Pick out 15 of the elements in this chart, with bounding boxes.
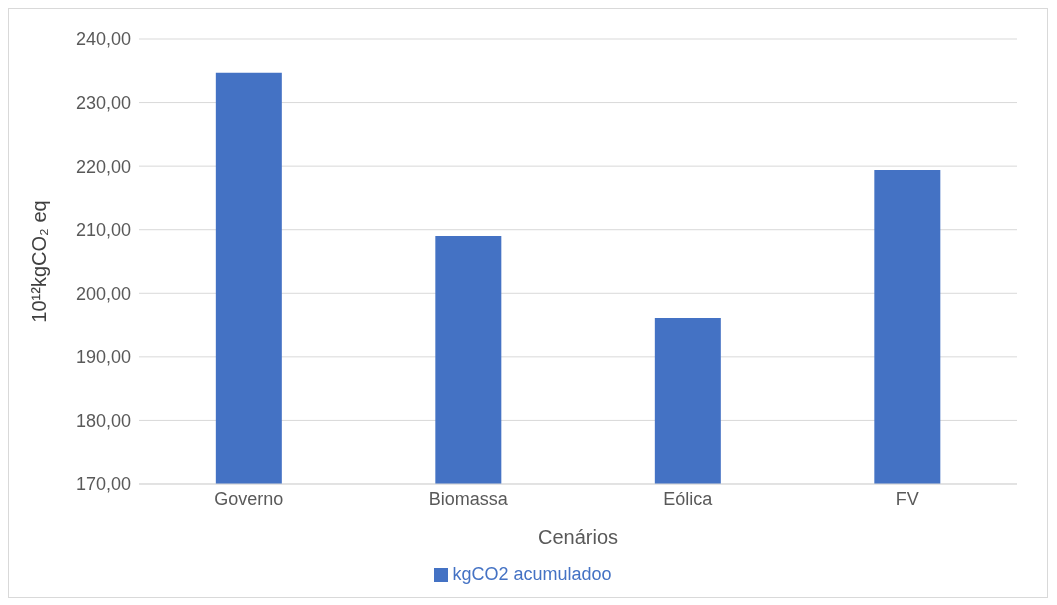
x-tick-label: Eólica <box>663 488 714 509</box>
y-tick-label: 220,00 <box>75 156 131 177</box>
y-tick-label: 240,00 <box>75 29 131 50</box>
y-tick-label: 230,00 <box>75 92 131 113</box>
y-tick-label: 210,00 <box>75 220 131 241</box>
x-tick-label: Biomassa <box>428 488 509 509</box>
y-tick-label: 180,00 <box>75 410 131 431</box>
legend-label: kgCO2 acumuladoo <box>452 564 612 584</box>
x-tick-label: Governo <box>214 488 284 509</box>
y-tick-label: 170,00 <box>75 474 131 495</box>
x-tick-label: FV <box>895 488 919 509</box>
y-axis-title: 10¹²kgCO₂ eq <box>28 200 51 323</box>
y-tick-label: 200,00 <box>75 283 131 304</box>
y-tick-label: 190,00 <box>75 347 131 368</box>
x-axis-title: Cenários <box>537 526 619 548</box>
